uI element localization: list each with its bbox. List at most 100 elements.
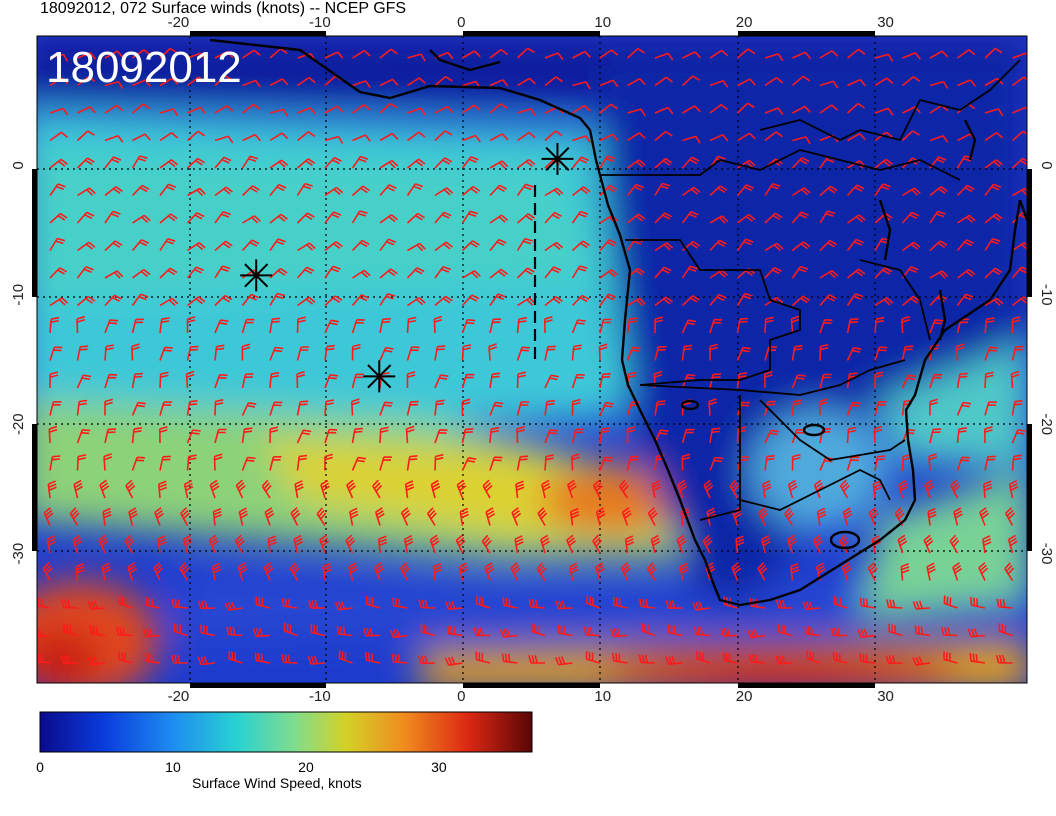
wind-barb [761, 534, 771, 554]
wind-barb [400, 562, 411, 581]
wind-barb [943, 651, 958, 664]
wind-barb [957, 268, 976, 279]
wind-barb [49, 371, 59, 389]
wind-barb [324, 428, 338, 444]
wind-barb [515, 480, 525, 499]
wind-barb [76, 374, 92, 389]
wind-barb [242, 79, 261, 88]
wind-barb [819, 104, 839, 114]
wind-barb [76, 429, 91, 444]
wind-barb [173, 623, 188, 637]
wind-barb [434, 265, 451, 279]
wind-barb [365, 652, 381, 664]
wind-barb [956, 184, 975, 197]
wind-barb [379, 159, 399, 169]
wind-barb [572, 186, 591, 197]
wind-barb [473, 627, 491, 637]
wind-barb [322, 562, 332, 581]
wind-barb [197, 600, 216, 610]
wind-barb [748, 654, 766, 664]
wind-barb [894, 507, 905, 526]
wind-barb [791, 211, 809, 224]
wind-barb [627, 132, 646, 142]
wind-barb [269, 317, 281, 334]
wind-barb [846, 102, 866, 114]
wind-barb [392, 597, 408, 609]
wind-barb [995, 654, 1013, 664]
wind-barb [49, 401, 62, 416]
wind-barb [984, 426, 993, 444]
wind-barb [461, 428, 474, 444]
wind-barb [104, 373, 118, 389]
wind-barb [791, 453, 801, 471]
wind-barb [482, 479, 493, 499]
wind-barb [485, 507, 496, 526]
wind-barb [434, 429, 448, 444]
wind-barb [681, 344, 693, 361]
wind-barb [1007, 534, 1018, 554]
wind-barb [654, 296, 673, 307]
wind-barb [432, 562, 442, 581]
wind-barb [681, 211, 699, 224]
wind-barb [461, 156, 479, 169]
wind-barb [705, 562, 716, 581]
wind-barb [131, 401, 147, 416]
wind-barb [307, 655, 326, 665]
wind-barb [104, 50, 124, 59]
wind-barb [104, 319, 119, 334]
wind-barb [984, 77, 1004, 87]
wind-barb [544, 429, 559, 444]
wind-barb [620, 562, 631, 581]
wind-barb [554, 656, 573, 666]
wind-barb [847, 78, 866, 87]
wind-barb [429, 534, 440, 554]
wind-barb [544, 399, 555, 416]
wind-barb [544, 241, 564, 252]
wind-barb [87, 656, 106, 666]
wind-barb [599, 293, 617, 306]
wind-barb [501, 653, 518, 664]
wind-barb [118, 651, 133, 664]
wind-barb [352, 49, 371, 59]
wind-barb [297, 76, 316, 87]
wind-barb [996, 598, 1013, 609]
wind-barb [695, 650, 711, 664]
wind-barb [709, 239, 727, 252]
wind-barb [461, 294, 480, 307]
wind-barb [214, 344, 225, 361]
wind-barb [1012, 52, 1027, 59]
wind-barb [984, 132, 1004, 142]
wind-barb [952, 562, 963, 581]
wind-barb [142, 628, 161, 638]
wind-barb [599, 155, 616, 169]
wind-barb [885, 655, 903, 664]
wind-barb [489, 401, 504, 416]
wind-barb [764, 53, 784, 62]
wind-barb [912, 600, 931, 610]
wind-barb [237, 562, 248, 581]
wind-barb [902, 241, 921, 252]
wind-barb [595, 507, 606, 526]
wind-barb [654, 212, 673, 224]
wind-barb [571, 428, 584, 444]
wind-barb [400, 507, 411, 526]
wind-barb [296, 429, 312, 444]
wind-barb [153, 562, 164, 581]
wind-barb [214, 265, 231, 279]
wind-barb [599, 401, 614, 416]
wind-barb [902, 52, 921, 60]
wind-barb [956, 343, 965, 361]
wind-barb [571, 156, 589, 169]
wind-barb [297, 296, 316, 307]
wind-barb [929, 80, 949, 89]
wind-barb [77, 106, 96, 114]
wind-barb [462, 104, 481, 114]
wind-barb [654, 106, 674, 115]
wind-barb [241, 402, 257, 416]
wind-barb [956, 239, 975, 252]
wind-barb [764, 454, 775, 471]
wind-barb [263, 562, 274, 581]
wind-barb [407, 53, 426, 62]
wind-barb [49, 158, 68, 169]
wind-barb [159, 238, 176, 251]
